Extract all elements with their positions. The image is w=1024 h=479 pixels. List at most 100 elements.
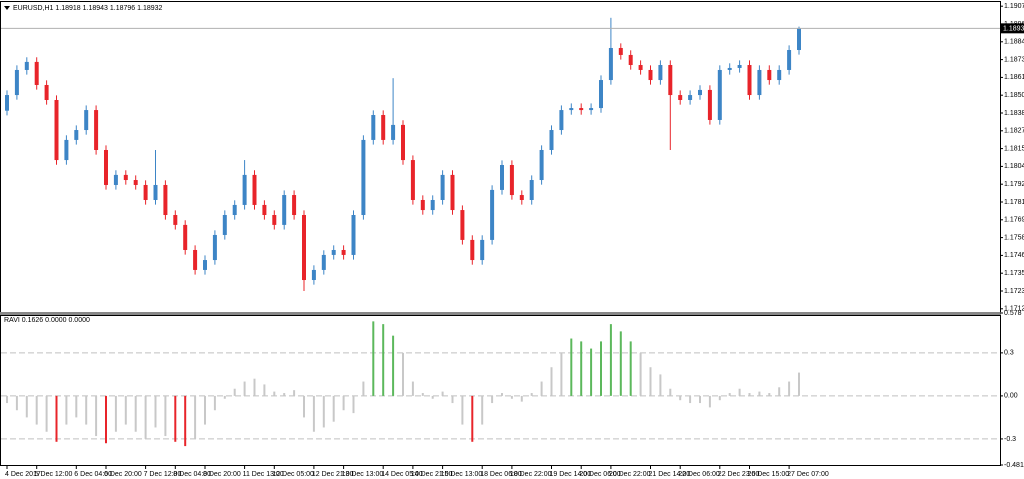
y-tick-label: 1.17580 (1004, 234, 1024, 241)
candle-body (14, 69, 19, 96)
candle-body (420, 199, 425, 211)
candle-body (272, 215, 277, 225)
last-price-label: 1.18932 (1003, 26, 1024, 33)
candle-body (292, 195, 297, 216)
candle-body (183, 224, 188, 250)
x-tick-label: 11 Dec 13:00 (243, 471, 284, 478)
candle-body (391, 124, 396, 140)
y-tick-label: 1.17350 (1004, 270, 1024, 277)
candle-body (658, 65, 663, 81)
candle-body (688, 95, 693, 100)
x-tick-label: 14 Dec 21:00 (411, 471, 453, 478)
y-tick-label: 1.17465 (1004, 252, 1024, 259)
candle-body (500, 165, 504, 190)
candle-body (212, 234, 217, 261)
candle-body (242, 174, 247, 205)
candle-body (34, 61, 39, 85)
candle-body (608, 47, 613, 81)
candle-body (519, 195, 524, 200)
price-header: EURUSD,H1 1.18918 1.18943 1.18796 1.1893… (13, 5, 163, 12)
y-tick-label: 1.17810 (1004, 199, 1024, 206)
candle-body (559, 110, 564, 131)
candle-body (589, 108, 594, 111)
candle-body (143, 184, 148, 200)
candle-body (549, 130, 554, 150)
candle-body (638, 65, 643, 70)
indicator-header: RAVI 0.1626 0.0000 0.0000 (4, 317, 90, 324)
x-tick-label: 18 Dec 22:00 (510, 471, 552, 478)
x-tick-label: 18 Dec 06:00 (480, 471, 522, 478)
candle-body (777, 69, 782, 81)
x-tick-label: 5 Dec 12:00 (35, 471, 73, 478)
candle-body (509, 165, 514, 196)
candle-body (539, 149, 544, 181)
x-tick-label: 13 Dec 13:00 (342, 471, 384, 478)
x-tick-label: 12 Dec 05:00 (272, 471, 314, 478)
candle-body (282, 195, 287, 225)
candle-body (203, 260, 207, 270)
candle-body (450, 174, 455, 211)
candle-body (569, 108, 574, 111)
candle-body (341, 249, 346, 255)
candle-body (529, 180, 534, 200)
y-tick-label: 1.18155 (1004, 145, 1024, 152)
candle-body (787, 50, 792, 70)
x-tick-label: 26 Dec 15:00 (748, 471, 790, 478)
candle-body (54, 99, 59, 161)
candle-body (222, 215, 227, 235)
candle-body (460, 210, 465, 240)
candle-body (727, 67, 732, 70)
candle-body (153, 184, 158, 200)
candle-body (94, 110, 99, 150)
candle-body (628, 54, 633, 66)
x-tick-label: 6 Dec 20:00 (104, 471, 142, 478)
candle-body (797, 28, 801, 51)
y-tick-label: 1.18270 (1004, 128, 1024, 135)
last-price-box (1001, 23, 1024, 34)
candle-body (173, 215, 178, 225)
x-tick-label: 8 Dec 04:00 (173, 471, 211, 478)
menu-arrow[interactable] (4, 6, 10, 10)
candle-body (232, 204, 237, 216)
candle-body (410, 160, 415, 200)
candle-body (84, 110, 89, 131)
y-tick-label: 1.18385 (1004, 110, 1024, 117)
candle-body (302, 215, 306, 281)
x-tick-label: 14 Dec 05:00 (381, 471, 423, 478)
y-tick-label: 1.18730 (1004, 56, 1024, 63)
x-tick-label: 8 Dec 20:00 (203, 471, 241, 478)
candle-body (579, 108, 584, 111)
y-tick-label: 1.18615 (1004, 74, 1024, 81)
candle-body (252, 174, 257, 205)
candle-body (737, 65, 742, 68)
y-tick-label: -0.3 (1004, 436, 1016, 443)
x-tick-label: 12 Dec 21:00 (312, 471, 354, 478)
x-tick-label: 6 Dec 04:00 (74, 471, 112, 478)
candle-body (133, 180, 138, 185)
x-tick-label: 4 Dec 2017 (5, 471, 41, 478)
candle-body (599, 80, 603, 109)
candle-body (351, 215, 356, 255)
candle-body (5, 95, 9, 111)
x-tick-label: 19 Dec 14:00 (550, 471, 592, 478)
candle-body (767, 69, 772, 81)
candle-body (668, 65, 673, 96)
y-tick-label: 1.18040 (1004, 163, 1024, 170)
y-tick-label: 0.578 (1004, 310, 1022, 317)
candle-body (717, 69, 722, 120)
y-tick-label: 1.19075 (1004, 3, 1024, 10)
y-tick-label: 1.17925 (1004, 181, 1024, 188)
y-tick-label: 0.3 (1004, 350, 1014, 357)
x-tick-label: 27 Dec 07:00 (787, 471, 829, 478)
candle-body (470, 239, 475, 261)
candle-body (757, 69, 762, 96)
candle-body (123, 174, 128, 181)
candle-body (371, 115, 376, 140)
candle-body (321, 254, 326, 270)
y-tick-label: 1.18500 (1004, 92, 1024, 99)
x-tick-label: 21 Dec 14:00 (649, 471, 691, 478)
candle-body (440, 174, 445, 200)
candle-body (707, 89, 712, 120)
candle-body (747, 65, 752, 96)
